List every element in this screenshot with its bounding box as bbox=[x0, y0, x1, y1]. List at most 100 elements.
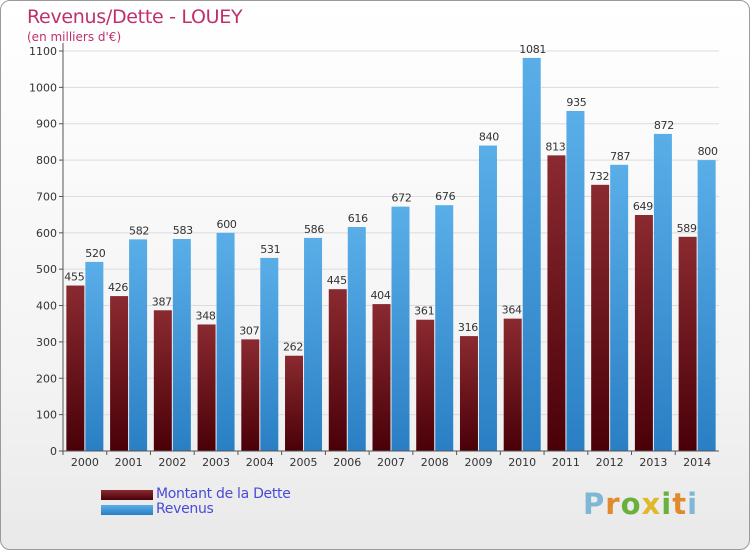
x-tick-label: 2004 bbox=[246, 456, 274, 469]
y-tick-label: 300 bbox=[36, 336, 57, 349]
chart-subtitle: (en milliers d'€) bbox=[27, 30, 122, 44]
bar-revenus bbox=[697, 160, 716, 451]
x-tick-label: 2012 bbox=[596, 456, 624, 469]
bar-dette bbox=[372, 304, 391, 451]
bar-dette bbox=[285, 355, 304, 451]
x-tick-label: 2007 bbox=[377, 456, 405, 469]
y-tick-label: 700 bbox=[36, 190, 57, 203]
bar-revenus bbox=[478, 145, 497, 451]
data-label-dette: 387 bbox=[152, 295, 172, 308]
logo-letter: i bbox=[687, 487, 699, 521]
x-tick-label: 2008 bbox=[421, 456, 449, 469]
y-tick-label: 800 bbox=[36, 154, 57, 167]
y-tick-label: 600 bbox=[36, 227, 57, 240]
x-tick-label: 2014 bbox=[683, 456, 711, 469]
data-label-revenus: 616 bbox=[348, 212, 368, 225]
x-tick-label: 2001 bbox=[115, 456, 143, 469]
data-label-dette: 426 bbox=[108, 281, 128, 294]
data-label-dette: 732 bbox=[589, 170, 609, 183]
data-label-dette: 316 bbox=[458, 321, 478, 334]
x-tick-label: 2005 bbox=[290, 456, 318, 469]
legend-label-revenus: Revenus bbox=[156, 501, 214, 517]
bar-revenus bbox=[172, 239, 191, 451]
data-label-revenus: 935 bbox=[566, 96, 586, 109]
bar-dette bbox=[547, 155, 566, 451]
data-label-revenus: 520 bbox=[85, 247, 105, 260]
bar-revenus bbox=[522, 57, 541, 452]
legend-label-dette: Montant de la Dette bbox=[156, 486, 291, 502]
data-label-dette: 445 bbox=[327, 274, 347, 287]
data-label-revenus: 672 bbox=[391, 192, 411, 205]
data-label-revenus: 1081 bbox=[519, 43, 546, 56]
bar-revenus bbox=[304, 237, 323, 451]
data-label-revenus: 787 bbox=[610, 150, 630, 163]
logo-letter: t bbox=[672, 487, 688, 521]
bar-revenus bbox=[85, 261, 104, 451]
bar-dette bbox=[678, 236, 697, 451]
axis-layer: 0 100 200 300 400 500 600 700 800 900 1000 1100 2000… bbox=[29, 43, 719, 469]
data-label-dette: 455 bbox=[64, 271, 84, 284]
bar-dette bbox=[591, 184, 610, 451]
bar-dette bbox=[459, 336, 478, 451]
bar-dette bbox=[66, 285, 85, 451]
data-label-revenus: 583 bbox=[173, 224, 193, 237]
logo-letter: x bbox=[641, 487, 662, 521]
x-tick-label: 2003 bbox=[202, 456, 230, 469]
bar-dette bbox=[328, 289, 347, 451]
bar-dette bbox=[634, 215, 653, 451]
logo-letter: P bbox=[583, 487, 606, 521]
data-label-revenus: 676 bbox=[435, 190, 455, 203]
grid-layer bbox=[63, 50, 719, 452]
x-tick-label: 2011 bbox=[552, 456, 580, 469]
bar-revenus bbox=[347, 227, 366, 451]
logo-letter: o bbox=[620, 487, 642, 521]
y-tick-label: 100 bbox=[36, 409, 57, 422]
bar-dette bbox=[416, 319, 435, 451]
x-tick-label: 2002 bbox=[158, 456, 186, 469]
data-label-dette: 262 bbox=[283, 341, 303, 354]
data-label-revenus: 872 bbox=[654, 119, 674, 132]
y-tick-label: 0 bbox=[50, 445, 57, 458]
x-tick-label: 2013 bbox=[639, 456, 667, 469]
data-label-dette: 589 bbox=[677, 222, 697, 235]
y-tick-label: 500 bbox=[36, 263, 57, 276]
x-tick-label: 2006 bbox=[333, 456, 361, 469]
data-label-dette: 649 bbox=[633, 200, 653, 213]
bar-revenus bbox=[391, 206, 410, 451]
x-tick-label: 2010 bbox=[508, 456, 536, 469]
y-tick-label: 400 bbox=[36, 300, 57, 313]
data-label-revenus: 600 bbox=[217, 218, 237, 231]
legend-swatch-dette bbox=[101, 490, 153, 500]
y-tick-label: 1100 bbox=[29, 45, 57, 58]
data-label-revenus: 531 bbox=[260, 243, 280, 256]
data-label-dette: 361 bbox=[414, 305, 434, 318]
data-label-dette: 307 bbox=[239, 324, 259, 337]
y-tick-label: 1000 bbox=[29, 81, 57, 94]
data-label-dette: 404 bbox=[370, 289, 390, 302]
bar-revenus bbox=[216, 232, 235, 451]
logo-letter: i bbox=[661, 487, 673, 521]
bar-revenus bbox=[129, 239, 148, 451]
data-label-dette: 813 bbox=[545, 140, 565, 153]
bar-dette bbox=[241, 339, 260, 451]
bar-dette bbox=[110, 296, 129, 451]
data-label-revenus: 840 bbox=[479, 131, 499, 144]
y-tick-label: 200 bbox=[36, 372, 57, 385]
bar-layer bbox=[66, 57, 716, 452]
proxiti-logo: Proxiti bbox=[583, 487, 698, 521]
bar-dette bbox=[503, 318, 522, 451]
data-label-revenus: 582 bbox=[129, 224, 149, 237]
data-label-dette: 364 bbox=[502, 304, 522, 317]
data-label-revenus: 586 bbox=[304, 223, 324, 236]
bar-revenus bbox=[610, 164, 629, 451]
bar-revenus bbox=[260, 257, 279, 451]
legend-swatch-revenus bbox=[101, 505, 153, 515]
bar-dette bbox=[153, 310, 172, 451]
data-label-dette: 348 bbox=[196, 309, 216, 322]
bar-revenus bbox=[566, 111, 585, 451]
bar-revenus bbox=[435, 205, 454, 451]
bar-dette bbox=[197, 324, 216, 451]
